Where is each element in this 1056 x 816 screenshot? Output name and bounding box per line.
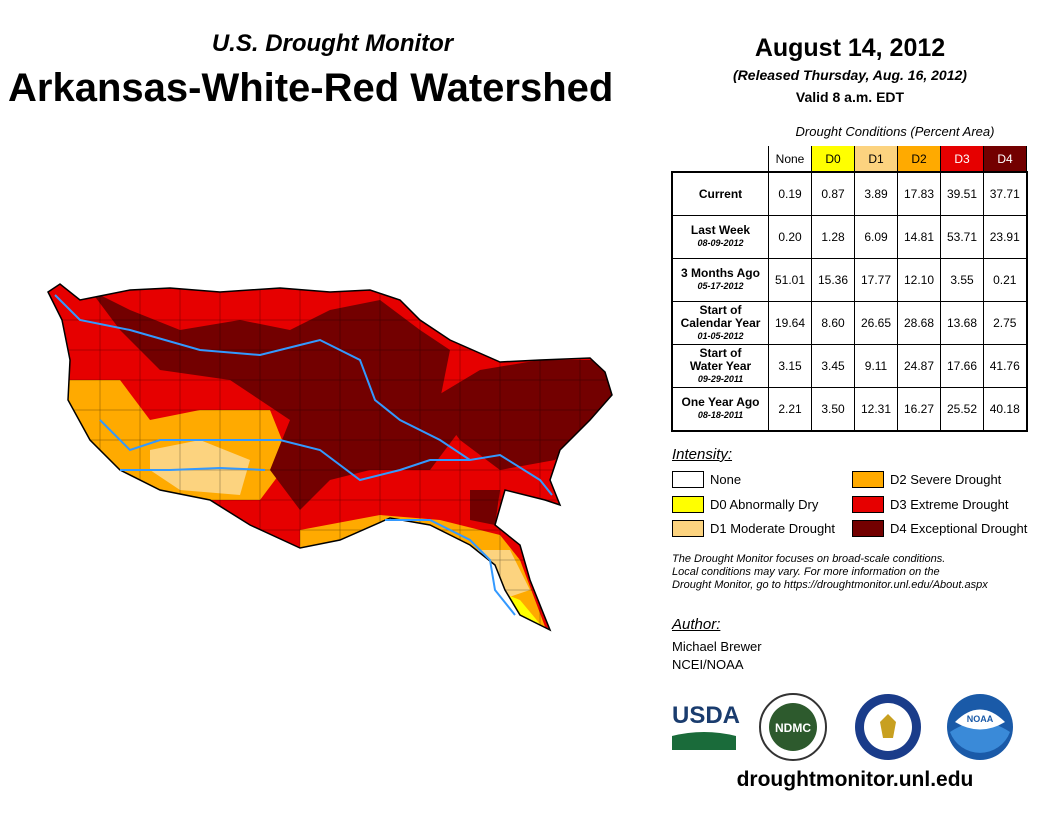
cell-value: 3.50 bbox=[811, 387, 855, 432]
cell-value: 41.76 bbox=[983, 344, 1027, 388]
map-date: August 14, 2012 bbox=[754, 34, 946, 62]
cell-value: 12.31 bbox=[854, 387, 898, 432]
cell-value: 1.28 bbox=[811, 215, 855, 259]
watershed-outline bbox=[47, 283, 613, 632]
col-d4: D4 bbox=[983, 146, 1027, 173]
cell-value: 15.36 bbox=[811, 258, 855, 302]
legend-d2: D2 Severe Drought bbox=[852, 471, 1001, 488]
cell-value: 13.68 bbox=[940, 301, 984, 345]
cell-value: 3.55 bbox=[940, 258, 984, 302]
col-d3: D3 bbox=[940, 146, 984, 173]
website-link[interactable]: droughtmonitor.unl.edu bbox=[736, 768, 974, 791]
ndmc-logo: NDMC bbox=[759, 693, 827, 761]
noaa-logo: NOAA bbox=[947, 694, 1013, 760]
cell-value: 14.81 bbox=[897, 215, 941, 259]
cell-value: 17.77 bbox=[854, 258, 898, 302]
row-label: Start of Calendar Year 01-05-2012 bbox=[671, 301, 769, 345]
svg-text:NDMC: NDMC bbox=[775, 721, 811, 735]
cell-value: 24.87 bbox=[897, 344, 941, 388]
cell-value: 9.11 bbox=[854, 344, 898, 388]
cell-value: 17.66 bbox=[940, 344, 984, 388]
cell-value: 16.27 bbox=[897, 387, 941, 432]
legend-none: None bbox=[672, 471, 741, 488]
page-title: Arkansas-White-Red Watershed bbox=[8, 66, 614, 110]
cell-value: 19.64 bbox=[768, 301, 812, 345]
cell-value: 37.71 bbox=[983, 171, 1027, 216]
cell-value: 26.65 bbox=[854, 301, 898, 345]
col-d0: D0 bbox=[811, 146, 855, 173]
cell-value: 0.87 bbox=[811, 171, 855, 216]
table-caption: Drought Conditions (Percent Area) bbox=[795, 124, 995, 139]
subtitle: U.S. Drought Monitor bbox=[211, 30, 454, 57]
table-row: Last Week 08-09-2012 0.20 1.28 6.09 14.81 53.7… bbox=[671, 215, 1027, 259]
row-label: Current bbox=[671, 171, 769, 216]
col-d1: D1 bbox=[854, 146, 898, 173]
disclaimer-note: The Drought Monitor focuses on broad-sca… bbox=[672, 553, 988, 591]
svg-text:NOAA: NOAA bbox=[967, 714, 994, 724]
cell-value: 25.52 bbox=[940, 387, 984, 432]
cell-value: 2.21 bbox=[768, 387, 812, 432]
release-date: (Released Thursday, Aug. 16, 2012) bbox=[733, 67, 967, 83]
cell-value: 3.45 bbox=[811, 344, 855, 388]
legend-heading: Intensity: bbox=[672, 446, 733, 463]
cell-value: 2.75 bbox=[983, 301, 1027, 345]
cell-value: 0.19 bbox=[768, 171, 812, 216]
cell-value: 8.60 bbox=[811, 301, 855, 345]
drought-map bbox=[47, 283, 613, 632]
cell-value: 0.21 bbox=[983, 258, 1027, 302]
table-row: Start of Water Year 09-29-2011 3.15 3.45 9.11… bbox=[671, 344, 1027, 388]
col-d2: D2 bbox=[897, 146, 941, 173]
d4-area-southeast bbox=[470, 490, 500, 525]
cell-value: 3.15 bbox=[768, 344, 812, 388]
usda-logo: USDA bbox=[672, 702, 740, 755]
author-org: NCEI/NOAA bbox=[672, 657, 744, 672]
author-info: Michael Brewer NCEI/NOAA bbox=[672, 638, 762, 674]
drought-conditions-table: None D0 D1 D2 D3 D4 Current 0.19 0.87 3.89 1… bbox=[671, 146, 1028, 432]
cell-value: 28.68 bbox=[897, 301, 941, 345]
author-name: Michael Brewer bbox=[672, 639, 762, 654]
cell-value: 39.51 bbox=[940, 171, 984, 216]
row-label: 3 Months Ago 05-17-2012 bbox=[671, 258, 769, 302]
row-label: Last Week 08-09-2012 bbox=[671, 215, 769, 259]
cell-value: 53.71 bbox=[940, 215, 984, 259]
rivers bbox=[54, 294, 553, 616]
table-row: 3 Months Ago 05-17-2012 51.01 15.36 17.77 12.… bbox=[671, 258, 1027, 302]
cell-value: 6.09 bbox=[854, 215, 898, 259]
legend-d1: D1 Moderate Drought bbox=[672, 520, 835, 537]
col-none: None bbox=[768, 146, 812, 173]
legend-d0: D0 Abnormally Dry bbox=[672, 496, 818, 513]
d1-area-west bbox=[150, 440, 250, 495]
table-row: Current 0.19 0.87 3.89 17.83 39.51 37.71 bbox=[671, 171, 1027, 216]
cell-value: 12.10 bbox=[897, 258, 941, 302]
cell-value: 51.01 bbox=[768, 258, 812, 302]
table-row: Start of Calendar Year 01-05-2012 19.64 8.60… bbox=[671, 301, 1027, 345]
legend-d3: D3 Extreme Drought bbox=[852, 496, 1009, 513]
cell-value: 23.91 bbox=[983, 215, 1027, 259]
cell-value: 40.18 bbox=[983, 387, 1027, 432]
cell-value: 3.89 bbox=[854, 171, 898, 216]
commerce-seal-logo bbox=[855, 694, 921, 760]
table-row: One Year Ago 08-18-2011 2.21 3.50 12.31 16.27… bbox=[671, 387, 1027, 432]
legend-d4: D4 Exceptional Drought bbox=[852, 520, 1027, 537]
row-label: Start of Water Year 09-29-2011 bbox=[671, 344, 769, 388]
cell-value: 17.83 bbox=[897, 171, 941, 216]
author-heading: Author: bbox=[672, 616, 721, 633]
valid-time: Valid 8 a.m. EDT bbox=[795, 89, 905, 105]
row-label: One Year Ago 08-18-2011 bbox=[671, 387, 769, 432]
cell-value: 0.20 bbox=[768, 215, 812, 259]
